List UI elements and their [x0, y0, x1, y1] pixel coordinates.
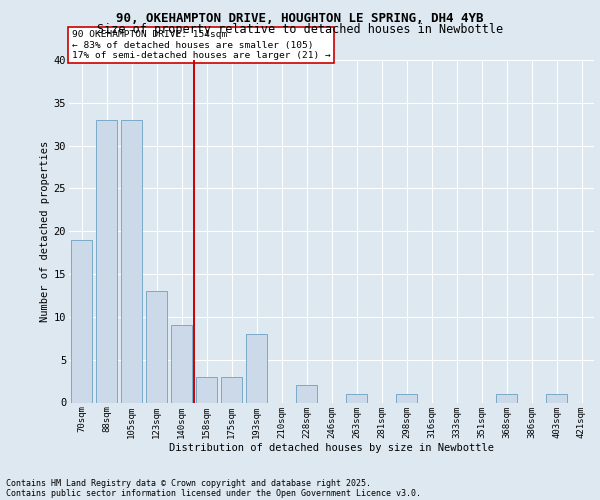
Text: 90, OKEHAMPTON DRIVE, HOUGHTON LE SPRING, DH4 4YB: 90, OKEHAMPTON DRIVE, HOUGHTON LE SPRING…: [116, 12, 484, 26]
Bar: [546, 394, 567, 402]
Bar: [171, 326, 192, 402]
Bar: [121, 120, 142, 403]
Bar: [146, 291, 167, 403]
Bar: [396, 394, 417, 402]
Y-axis label: Number of detached properties: Number of detached properties: [40, 140, 50, 322]
Bar: [496, 394, 517, 402]
Bar: [346, 394, 367, 402]
Bar: [71, 240, 92, 402]
Text: Size of property relative to detached houses in Newbottle: Size of property relative to detached ho…: [97, 22, 503, 36]
Bar: [96, 120, 117, 403]
Text: Contains HM Land Registry data © Crown copyright and database right 2025.: Contains HM Land Registry data © Crown c…: [6, 478, 371, 488]
Bar: [196, 377, 217, 402]
Text: Contains public sector information licensed under the Open Government Licence v3: Contains public sector information licen…: [6, 488, 421, 498]
Bar: [296, 386, 317, 402]
Bar: [221, 377, 242, 402]
Bar: [246, 334, 267, 402]
X-axis label: Distribution of detached houses by size in Newbottle: Distribution of detached houses by size …: [169, 443, 494, 453]
Text: 90 OKEHAMPTON DRIVE: 154sqm
← 83% of detached houses are smaller (105)
17% of se: 90 OKEHAMPTON DRIVE: 154sqm ← 83% of det…: [71, 30, 331, 60]
